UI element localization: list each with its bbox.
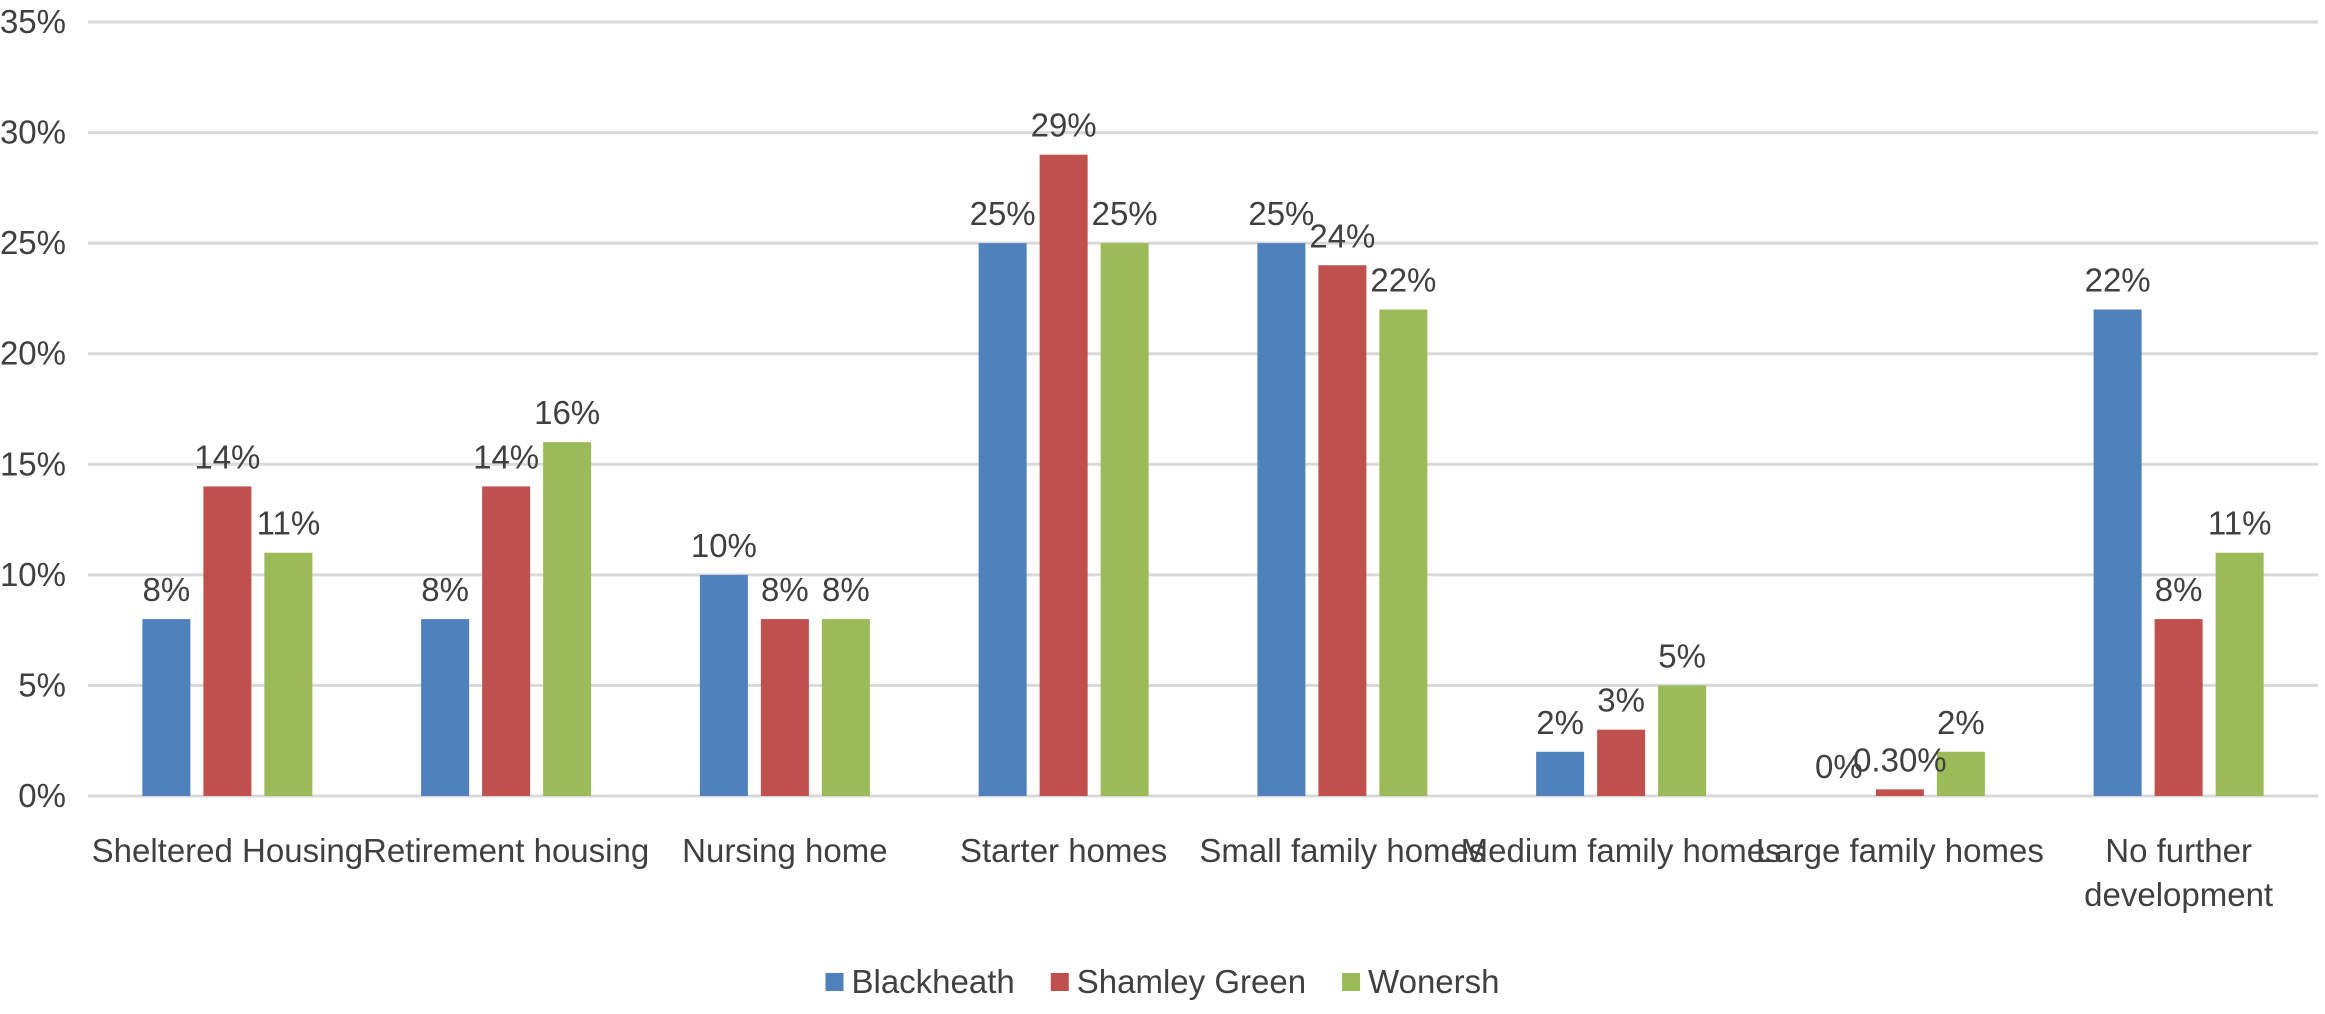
bar [1318,265,1367,796]
bar [2154,619,2203,796]
bar [2215,552,2264,796]
category-label: development [2084,876,2273,913]
legend-swatch [1050,973,1069,991]
legend: Blackheath Shamley Green Wonersh [825,963,1500,1000]
data-label: 22% [1370,261,1436,298]
data-label: 11% [257,505,321,542]
bar [1100,243,1149,797]
data-label: 0.30% [1853,741,1947,778]
y-tick-label: 25% [0,224,66,261]
category-label: Starter homes [960,832,1167,869]
bar [1936,751,1985,796]
y-axis-ticks: 0% 5% 10% 15% 20% 25% 30% 35% [0,3,66,814]
y-tick-label: 10% [0,556,66,593]
bar [1658,685,1707,796]
data-label: 16% [534,394,600,431]
legend-label: Blackheath [851,963,1014,1000]
bar [142,619,191,796]
bar [1536,751,1585,796]
data-label: 11% [2208,505,2272,542]
legend-swatch [825,973,844,991]
data-label: 10% [691,527,757,564]
y-tick-label: 5% [18,666,66,703]
legend-label: Shamley Green [1077,963,1306,1000]
y-tick-label: 20% [0,335,66,372]
bars [142,154,2264,797]
bar [1257,243,1306,797]
bar [978,243,1027,797]
category-label: Large family homes [1756,832,2044,869]
bar [821,619,870,796]
bar [699,574,748,796]
data-label: 14% [473,438,539,475]
data-label: 8% [2155,571,2203,608]
data-label: 3% [1597,682,1645,719]
data-label: 24% [1309,217,1375,254]
y-tick-label: 35% [0,3,66,40]
data-label: 2% [1536,704,1584,741]
data-label: 0% [1815,748,1863,785]
data-label: 8% [761,571,809,608]
bar [543,442,592,796]
data-labels: 8%14%11%8%14%16%10%8% 8%25%29%25% 25%24%22… [143,107,2272,785]
bar [421,619,470,796]
data-label: 25% [1092,195,1158,232]
data-label: 25% [970,195,1036,232]
bar [760,619,809,796]
category-label: Medium family homes [1461,832,1782,869]
bar [2093,309,2142,796]
data-label: 8% [421,571,469,608]
category-label: No further [2105,832,2252,869]
data-label: 5% [1658,637,1706,674]
data-label: 8% [143,571,191,608]
bar [1039,154,1088,796]
bar [1875,789,1924,796]
category-label: Small family homes [1199,832,1485,869]
y-tick-label: 30% [0,114,66,151]
data-label: 8% [822,571,870,608]
legend-label: Wonersh [1368,963,1499,1000]
data-label: 22% [2085,261,2151,298]
legend-swatch [1342,973,1361,991]
bar [482,486,531,796]
data-label: 2% [1937,704,1985,741]
data-label: 25% [1248,195,1314,232]
bar [264,552,313,796]
y-tick-label: 0% [18,777,66,814]
bar [203,486,252,796]
x-axis-categories: Sheltered Housing Retirement housing Nursi… [92,832,2273,913]
category-label: Sheltered Housing [92,832,364,869]
category-label: Nursing home [682,832,887,869]
y-tick-label: 15% [0,445,66,482]
bar [1597,729,1646,796]
bar [1379,309,1428,796]
category-label: Retirement housing [363,832,649,869]
data-label: 29% [1031,107,1097,144]
data-label: 14% [194,438,260,475]
